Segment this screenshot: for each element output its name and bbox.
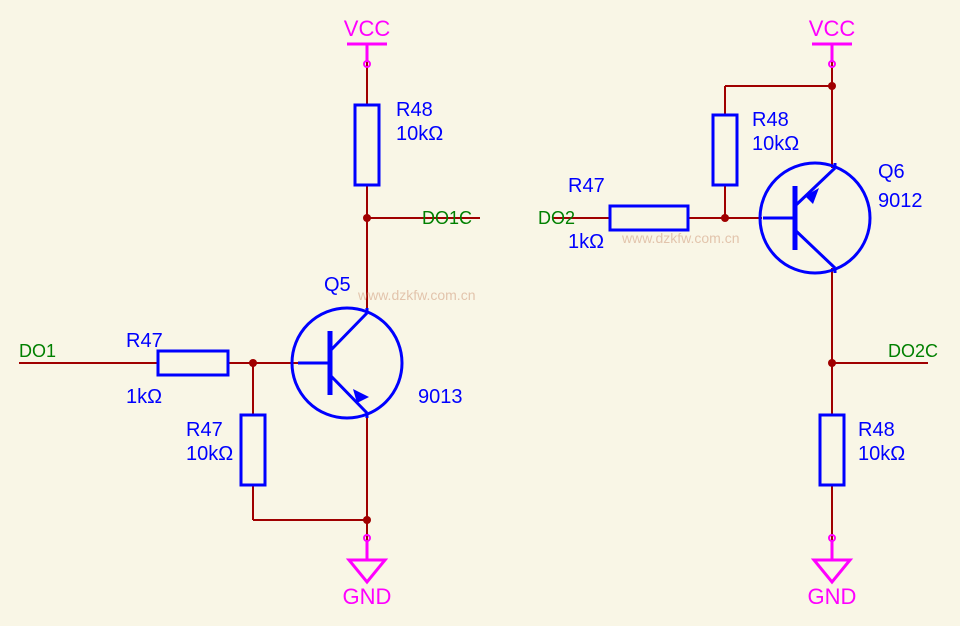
svg-text:9012: 9012 <box>878 190 923 212</box>
svg-text:R48: R48 <box>858 419 895 441</box>
svg-text:10kΩ: 10kΩ <box>858 443 905 465</box>
svg-text:Q6: Q6 <box>878 161 905 183</box>
svg-text:10kΩ: 10kΩ <box>752 133 799 155</box>
svg-text:10kΩ: 10kΩ <box>396 123 443 145</box>
svg-text:1kΩ: 1kΩ <box>568 231 604 253</box>
svg-text:10kΩ: 10kΩ <box>186 443 233 465</box>
svg-text:DO1C: DO1C <box>422 208 472 228</box>
svg-text:9013: 9013 <box>418 386 463 408</box>
svg-text:GND: GND <box>343 584 392 609</box>
svg-text:R48: R48 <box>752 109 789 131</box>
svg-text:1kΩ: 1kΩ <box>126 386 162 408</box>
svg-text:Q5: Q5 <box>324 274 351 296</box>
svg-text:R47: R47 <box>126 330 163 352</box>
svg-text:www.dzkfw.com.cn: www.dzkfw.com.cn <box>621 230 739 246</box>
svg-text:VCC: VCC <box>809 16 856 41</box>
schematic-canvas: VCCGNDR4810kΩR471kΩR4710kΩQ59013DO1DO1CV… <box>0 0 960 626</box>
svg-text:DO2: DO2 <box>538 208 575 228</box>
svg-text:DO2C: DO2C <box>888 341 938 361</box>
svg-text:R47: R47 <box>186 419 223 441</box>
svg-text:R47: R47 <box>568 175 605 197</box>
svg-text:DO1: DO1 <box>19 341 56 361</box>
svg-text:GND: GND <box>808 584 857 609</box>
svg-text:VCC: VCC <box>344 16 391 41</box>
svg-text:R48: R48 <box>396 99 433 121</box>
svg-text:www.dzkfw.com.cn: www.dzkfw.com.cn <box>357 287 475 303</box>
